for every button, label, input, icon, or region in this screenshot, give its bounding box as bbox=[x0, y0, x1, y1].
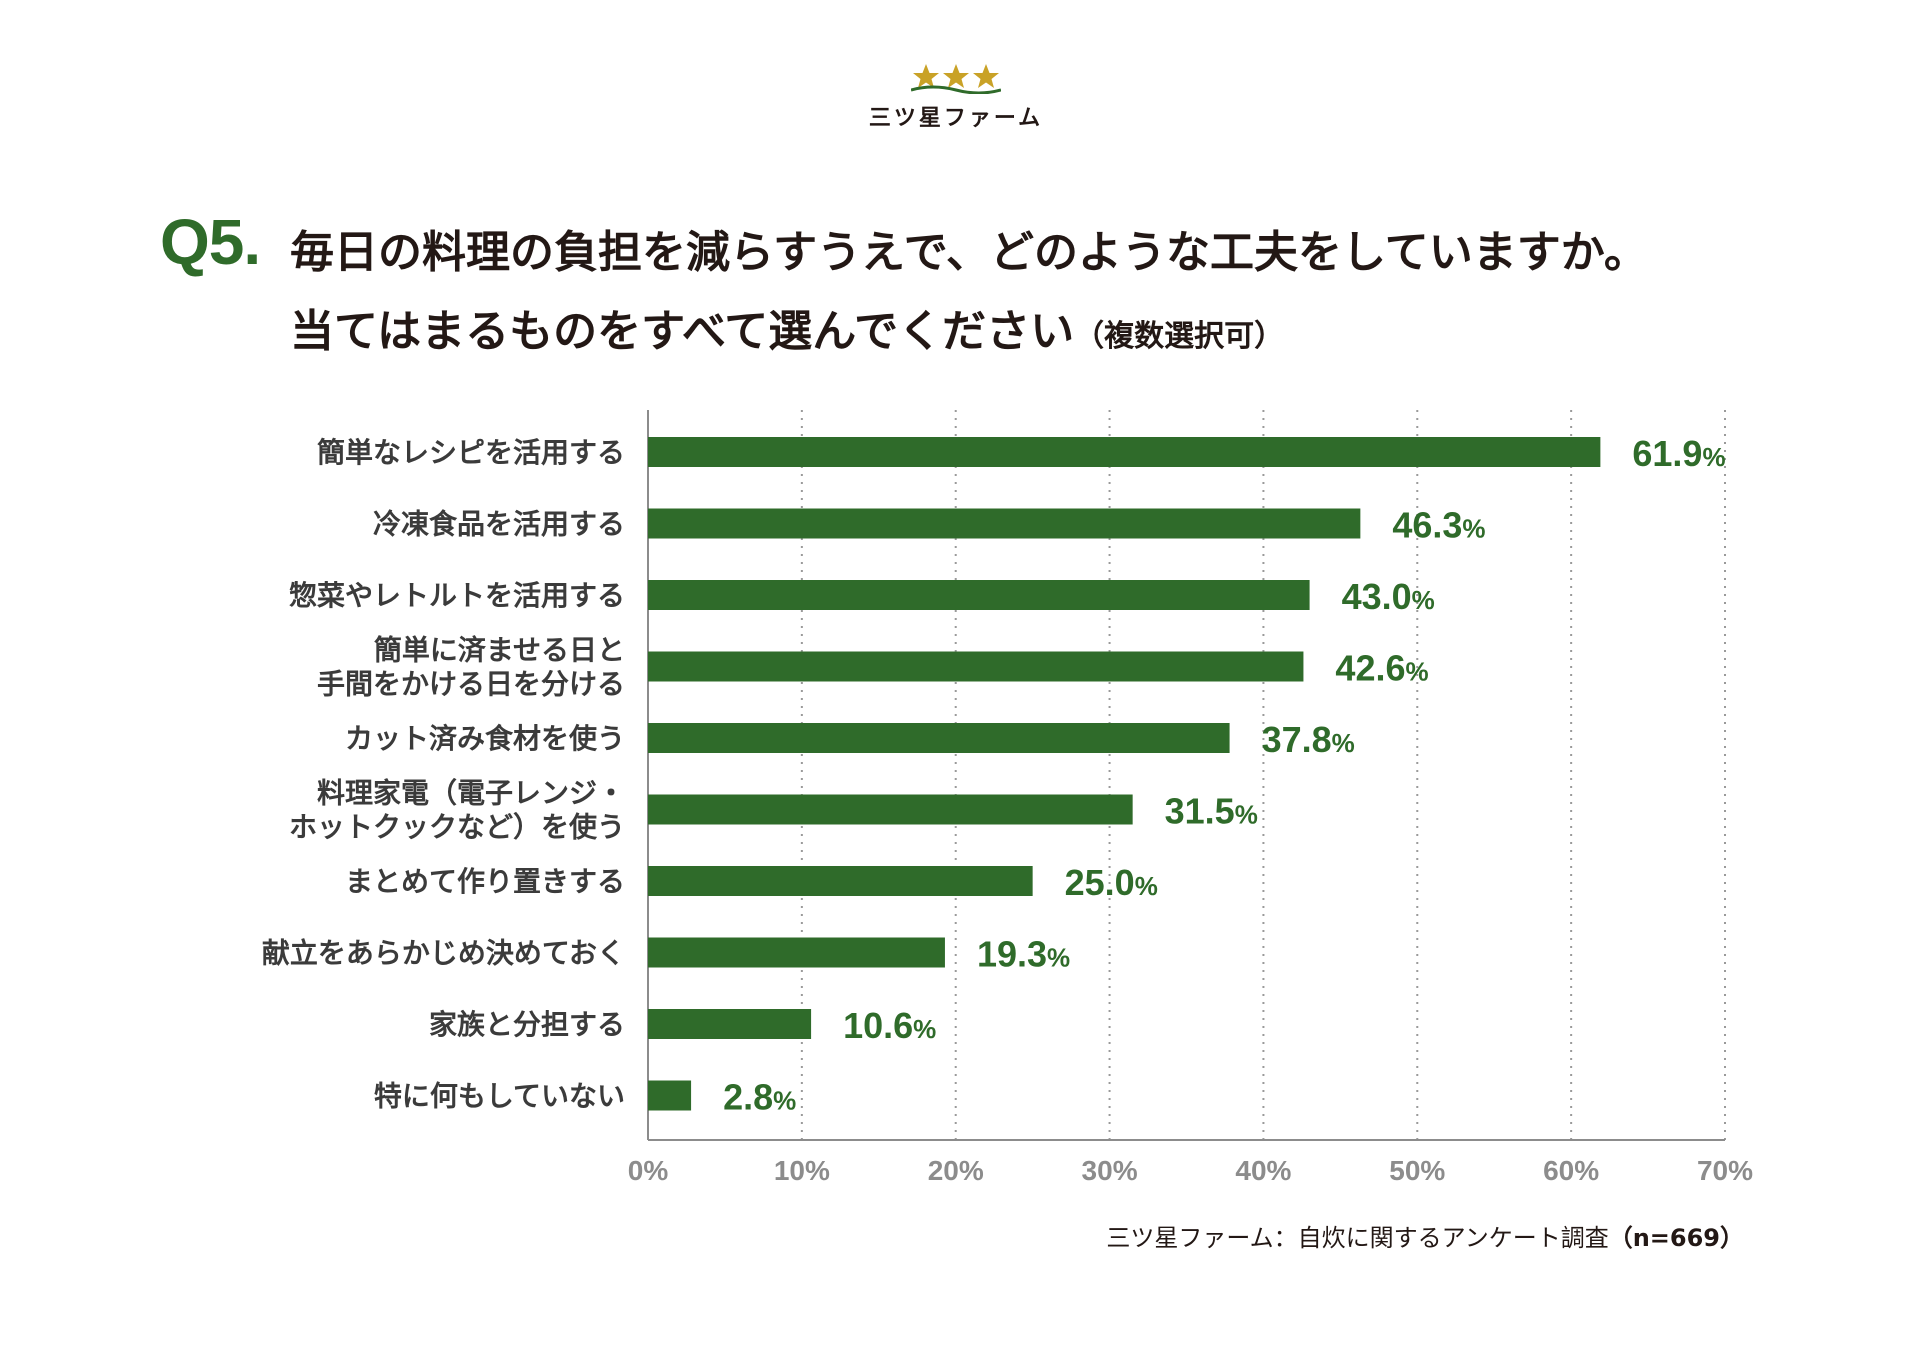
x-tick-label: 60% bbox=[1543, 1155, 1599, 1186]
x-tick-label: 10% bbox=[774, 1155, 830, 1186]
data-label: 42.6% bbox=[1335, 648, 1428, 689]
star-icon bbox=[913, 64, 939, 88]
data-label-unit: % bbox=[913, 1014, 936, 1044]
question-title-line1: 毎日の料理の負担を減らすうえで、どのような工夫をしていますか。 bbox=[290, 227, 1648, 278]
x-tick-label: 70% bbox=[1697, 1155, 1753, 1186]
sample-size: （n=669） bbox=[1608, 1224, 1744, 1252]
data-label-unit: % bbox=[1702, 442, 1725, 472]
wave-decoration bbox=[910, 85, 1002, 95]
data-label-unit: % bbox=[1462, 514, 1485, 544]
brand-name: 三ツ星ファーム bbox=[868, 106, 1044, 131]
category-label: 家族と分担する bbox=[429, 1008, 625, 1041]
question-title-main: 当てはまるものをすべて選んでください bbox=[290, 306, 1075, 357]
x-tick-label: 20% bbox=[928, 1155, 984, 1186]
bar bbox=[648, 508, 1361, 539]
star-icons bbox=[910, 64, 1002, 95]
star-icon bbox=[943, 64, 969, 88]
data-label-unit: % bbox=[773, 1086, 796, 1116]
data-label-unit: % bbox=[1135, 871, 1158, 901]
category-label: カット済み食材を使う bbox=[345, 722, 625, 755]
category-label: まとめて作り置きする bbox=[345, 865, 625, 898]
source-note: 三ツ星ファーム：自炊に関するアンケート調査（n=669） bbox=[1106, 1218, 1744, 1253]
question-number: Q5. bbox=[160, 206, 261, 278]
bar bbox=[648, 794, 1133, 825]
category-label: 特に何もしていない bbox=[374, 1080, 625, 1113]
bar bbox=[648, 580, 1310, 610]
data-label: 61.9% bbox=[1632, 433, 1725, 474]
data-label: 46.3% bbox=[1392, 505, 1485, 546]
data-label: 19.3% bbox=[977, 934, 1070, 975]
bar bbox=[648, 437, 1601, 467]
data-label: 31.5% bbox=[1165, 791, 1258, 832]
category-label: 料理家電（電子レンジ・ bbox=[317, 777, 625, 810]
bar bbox=[648, 1009, 812, 1039]
source-label: 三ツ星ファーム：自炊に関するアンケート調査 bbox=[1106, 1224, 1609, 1252]
data-label-unit: % bbox=[1412, 585, 1435, 615]
data-label-unit: % bbox=[1406, 657, 1429, 687]
data-label-unit: % bbox=[1047, 943, 1070, 973]
bar bbox=[648, 1080, 692, 1111]
category-label: 簡単なレシピを活用する bbox=[317, 436, 625, 469]
bar bbox=[648, 866, 1033, 896]
data-label: 25.0% bbox=[1065, 862, 1158, 903]
x-tick-label: 40% bbox=[1235, 1155, 1291, 1186]
x-tick-label: 30% bbox=[1082, 1155, 1138, 1186]
x-tick-label: 0% bbox=[628, 1155, 669, 1186]
data-label: 10.6% bbox=[843, 1005, 936, 1046]
category-label: 惣菜やレトルトを活用する bbox=[289, 579, 625, 612]
data-label-unit: % bbox=[1235, 800, 1258, 830]
data-label: 37.8% bbox=[1262, 719, 1355, 760]
category-label: 献立をあらかじめ決めておく bbox=[262, 937, 625, 970]
brand-logo: 三ツ星ファーム bbox=[0, 60, 1912, 132]
data-label: 43.0% bbox=[1342, 576, 1435, 617]
x-tick-label: 50% bbox=[1389, 1155, 1445, 1186]
category-label: 簡単に済ませる日と bbox=[374, 634, 625, 667]
bar bbox=[648, 651, 1304, 682]
bar bbox=[648, 937, 945, 968]
category-label: ホットクックなど）を使う bbox=[289, 811, 625, 844]
bar bbox=[648, 723, 1230, 753]
category-label: 冷凍食品を活用する bbox=[373, 508, 625, 541]
question-title-line2: 当てはまるものをすべて選んでください（複数選択可） bbox=[290, 295, 1284, 359]
data-label: 2.8% bbox=[723, 1077, 796, 1118]
star-icon bbox=[973, 64, 999, 88]
category-label: 手間をかける日を分ける bbox=[317, 668, 625, 701]
data-label-unit: % bbox=[1332, 728, 1355, 758]
question-note: （複数選択可） bbox=[1074, 319, 1285, 354]
